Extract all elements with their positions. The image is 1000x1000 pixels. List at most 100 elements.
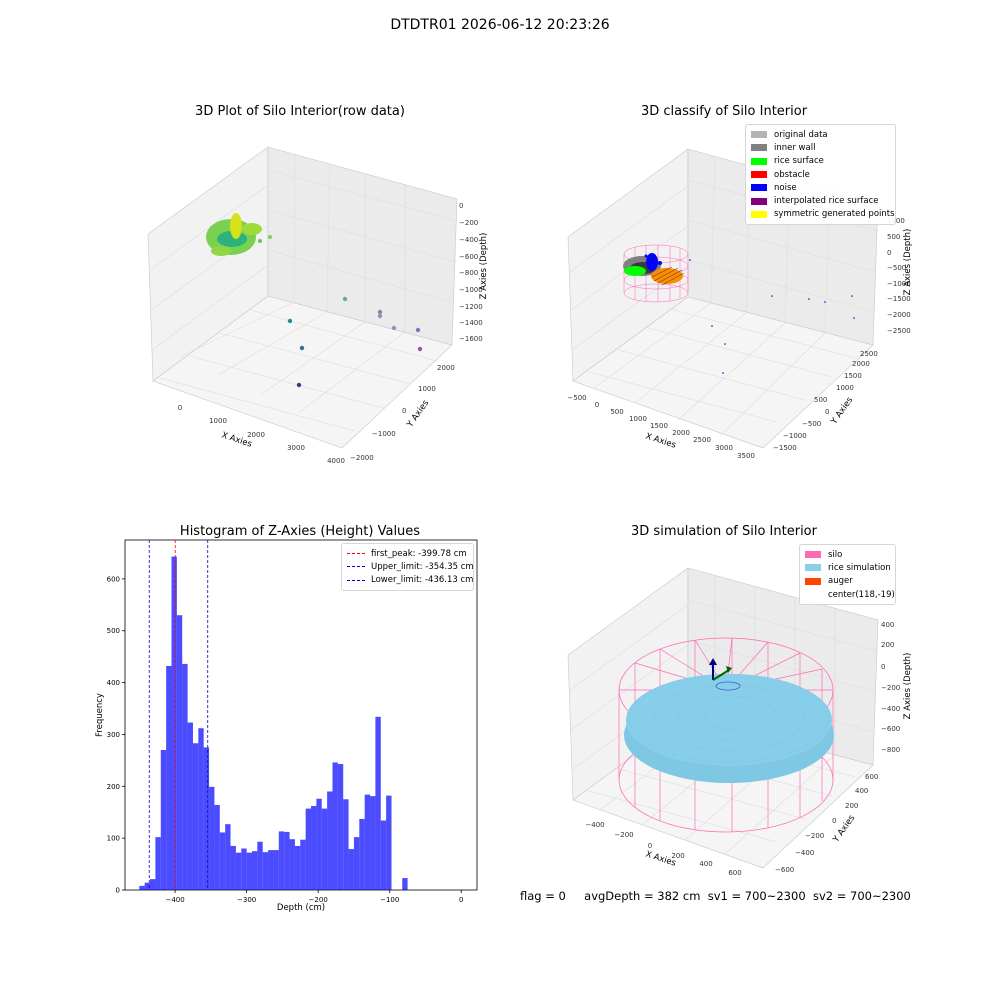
z-tick-label: −600: [459, 253, 478, 261]
legend-entry-center: center(118,-19): [805, 588, 895, 601]
legend-swatch: [805, 564, 821, 572]
z-tick-label: −600: [881, 725, 900, 733]
z-tick-label: −1500: [887, 295, 911, 303]
x-tick-label: 3000: [287, 444, 305, 452]
rice-simulation-surface: [624, 673, 834, 783]
z-tick-label: 500: [887, 233, 900, 241]
histogram-bar: [284, 831, 290, 890]
x-tick-label: −200: [614, 831, 633, 839]
classify-x-tick-labels: −500 0 500 1000 1500 2000 2500 3000 3500: [567, 394, 755, 460]
legend-label: original data: [774, 129, 828, 140]
histogram-x-axis-label: Depth (cm): [277, 903, 325, 913]
y-tick-label: 400: [855, 787, 868, 795]
histogram-bar: [402, 878, 408, 890]
x-tick-label: 0: [459, 896, 463, 904]
legend-entry-first-peak: first_peak: -399.78 cm: [347, 547, 468, 560]
histogram-bar: [150, 879, 156, 890]
x-tick-label: 1000: [629, 415, 647, 423]
y-tick-label: 200: [845, 802, 858, 810]
legend-entry-obstacle: obstacle: [751, 168, 890, 181]
legend-swatch: [751, 184, 767, 192]
z-tick-label: −1000: [459, 286, 483, 294]
histogram-bar: [198, 728, 204, 890]
histogram-bar: [182, 663, 188, 890]
histogram-bar: [364, 794, 371, 890]
y-tick-label: 500: [107, 627, 120, 635]
histogram-bar: [235, 852, 242, 890]
z-tick-label: −1200: [459, 303, 483, 311]
raw-3d-box: [147, 146, 458, 449]
legend-label: center(118,-19): [828, 589, 895, 600]
simulation-3d-plot: −400 −200 0 200 400 600 X Axies −600 −40…: [567, 567, 913, 877]
status-line: flag = 0 avgDepth = 382 cm sv1 = 700~230…: [520, 889, 911, 903]
y-tick-label: 2500: [860, 350, 878, 358]
histogram-bar: [289, 839, 295, 890]
z-tick-label: −1000: [887, 280, 911, 288]
z-tick-label: 400: [881, 621, 894, 629]
raw-z-axis-label: Z Axies (Depth): [479, 233, 489, 300]
x-tick-label: 2500: [693, 436, 711, 444]
x-tick-label: 400: [699, 860, 712, 868]
histogram-bar: [241, 848, 247, 890]
x-tick-label: 0: [595, 401, 599, 409]
simulation-plot-title: 3D simulation of Silo Interior: [631, 524, 817, 539]
legend-swatch: [751, 171, 767, 179]
histogram-bar: [278, 831, 285, 890]
histogram-bar: [305, 808, 312, 890]
z-tick-label: −400: [881, 705, 900, 713]
legend-swatch: [751, 144, 767, 152]
y-tick-label: 1000: [836, 384, 854, 392]
classify-y-tick-labels: −1500 −1000 −500 0 500 1000 1500 2000 25…: [773, 350, 878, 452]
histogram-bar: [187, 722, 193, 890]
y-tick-label: 1000: [418, 385, 436, 393]
legend-swatch: [805, 577, 821, 585]
legend-swatch: [805, 591, 821, 598]
legend-entry-inner-wall: inner wall: [751, 141, 890, 154]
z-tick-label: −2000: [887, 311, 911, 319]
x-tick-label: 4000: [327, 457, 345, 465]
z-tick-label: −1600: [459, 335, 483, 343]
status-avg-depth: avgDepth = 382 cm: [584, 889, 701, 903]
legend-entry-upper-limit: Upper_limit: -354.35 cm: [347, 560, 474, 573]
x-tick-label: 3000: [715, 444, 733, 452]
x-tick-label: −100: [380, 896, 399, 904]
legend-swatch: [805, 551, 821, 559]
y-tick-label: 500: [814, 396, 827, 404]
raw-3d-plot: 0 1000 2000 3000 4000 X Axies −2000 −100…: [147, 146, 489, 465]
raw-z-tick-labels: 0 −200 −400 −600 −800 −1000 −1200 −1400 …: [459, 202, 483, 343]
histogram-bar: [386, 795, 392, 890]
z-tick-label: 0: [459, 202, 463, 210]
x-tick-label: −500: [567, 394, 586, 402]
classify-point-cloud: [623, 244, 855, 374]
y-tick-label: 100: [107, 835, 120, 843]
simulation-x-tick-labels: −400 −200 0 200 400 600: [585, 821, 741, 877]
y-tick-label: −200: [805, 832, 824, 840]
histogram-bar: [348, 849, 354, 890]
y-tick-label: −1000: [783, 432, 807, 440]
histogram-threshold-lines: [148, 540, 209, 890]
raw-x-tick-labels: 0 1000 2000 3000 4000: [178, 404, 345, 465]
y-tick-label: 400: [107, 679, 120, 687]
x-tick-label: 0: [178, 404, 182, 412]
histogram-bar: [139, 885, 145, 890]
histogram-bar: [353, 837, 360, 890]
x-tick-label: 200: [671, 852, 684, 860]
x-tick-label: 1500: [650, 422, 668, 430]
histogram-bar: [327, 791, 333, 890]
legend-label: inner wall: [774, 142, 816, 153]
histogram-bar: [311, 806, 317, 890]
simulation-y-tick-labels: −600 −400 −200 0 200 400 600: [775, 773, 878, 874]
legend-label: obstacle: [774, 169, 810, 180]
raw-point-cloud: [206, 213, 423, 388]
y-tick-label: 0: [832, 817, 836, 825]
classify-legend: original data inner wall rice surface ob…: [745, 124, 896, 226]
y-tick-label: −500: [802, 420, 821, 428]
histogram-bar: [166, 666, 172, 890]
histogram-bar: [209, 786, 215, 890]
y-tick-label: −600: [775, 866, 794, 874]
histogram-bar: [225, 824, 231, 890]
legend-label: first_peak: -399.78 cm: [371, 548, 467, 559]
histogram-bar: [273, 850, 279, 890]
z-tick-label: 0: [887, 249, 891, 257]
histogram-bar: [321, 808, 328, 890]
